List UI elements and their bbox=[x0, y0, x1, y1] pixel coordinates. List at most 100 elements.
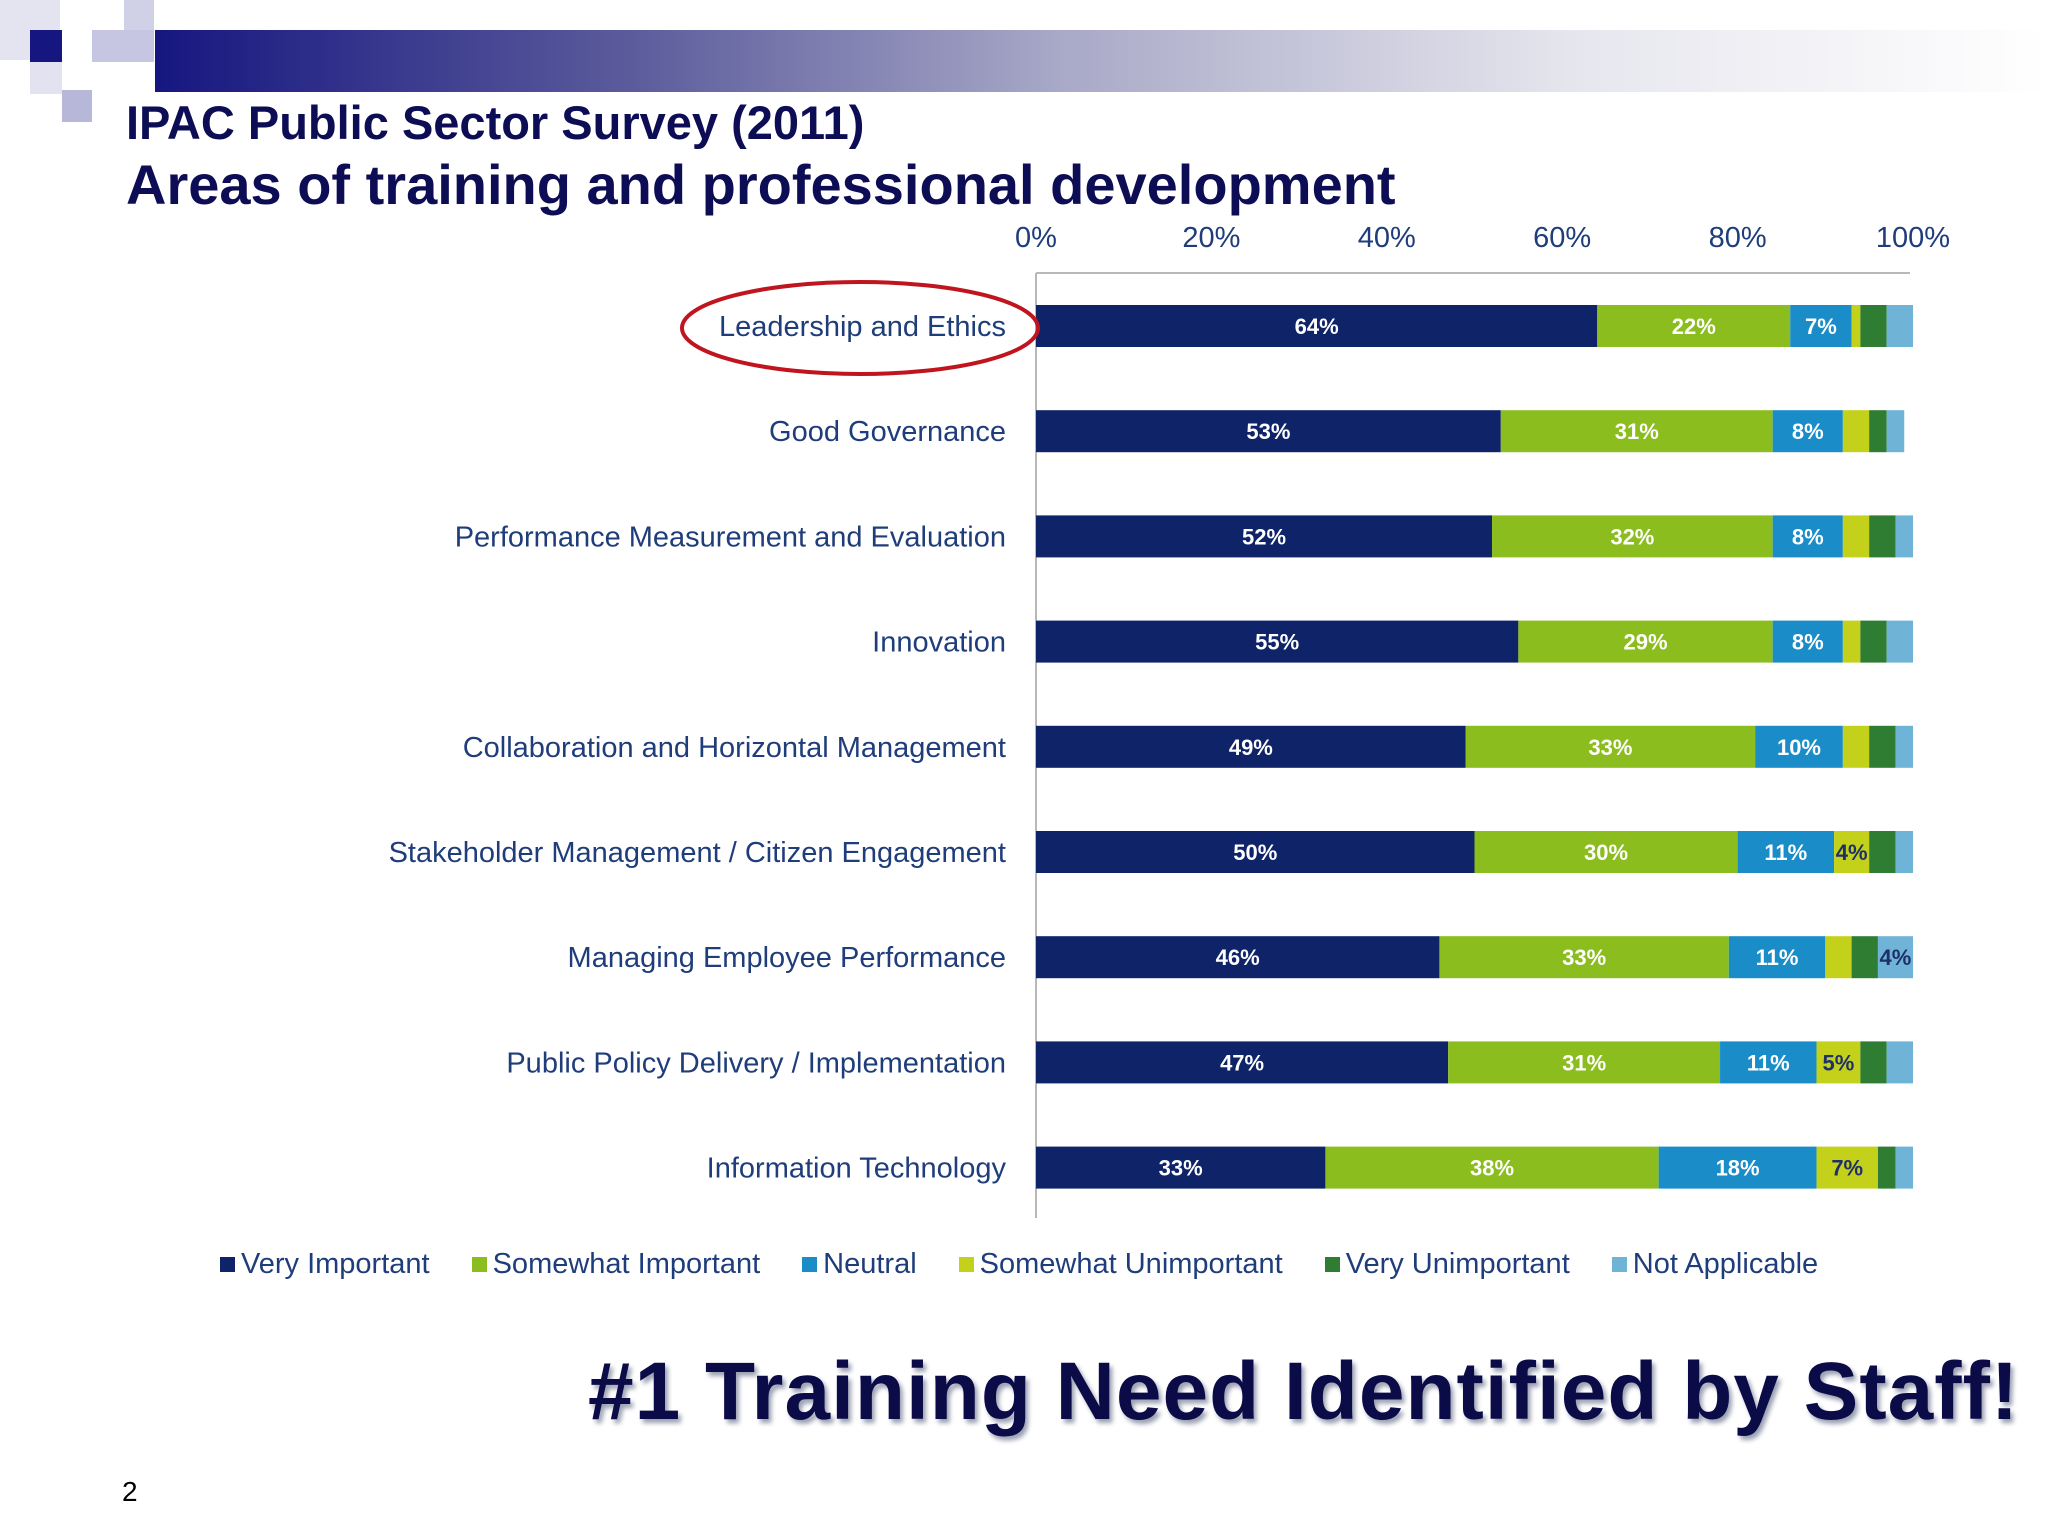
data-label: 8% bbox=[1792, 524, 1824, 549]
bar-segment bbox=[1036, 1146, 1326, 1189]
bar-segment bbox=[1886, 305, 1913, 347]
data-label: 31% bbox=[1562, 1050, 1606, 1075]
x-tick-label: 0% bbox=[1015, 222, 1057, 254]
legend-label: Very Unimportant bbox=[1345, 1248, 1570, 1280]
data-label: 47% bbox=[1220, 1050, 1264, 1075]
corner-decoration bbox=[62, 90, 92, 122]
category-label: Public Policy Delivery / Implementation bbox=[506, 1047, 1006, 1079]
data-label: 4% bbox=[1836, 840, 1868, 865]
bar-segment bbox=[1772, 515, 1843, 558]
bar-segment bbox=[1036, 410, 1501, 453]
bar-segment bbox=[1465, 725, 1756, 768]
bar-segment bbox=[1492, 515, 1773, 558]
bar-segment bbox=[1869, 410, 1887, 453]
data-label: 52% bbox=[1242, 524, 1286, 549]
data-label: 38% bbox=[1470, 1156, 1514, 1181]
data-label: 4% bbox=[1880, 945, 1912, 970]
bar-segment bbox=[1036, 725, 1466, 768]
legend-item: Not Applicable bbox=[1611, 1248, 1819, 1281]
data-label: 18% bbox=[1716, 1156, 1760, 1181]
legend-item: Somewhat Unimportant bbox=[958, 1248, 1283, 1281]
data-label: 55% bbox=[1255, 630, 1299, 655]
legend-label: Very Important bbox=[241, 1248, 430, 1280]
category-label: Stakeholder Management / Citizen Engagem… bbox=[389, 837, 1006, 869]
bar-segment bbox=[1834, 831, 1870, 873]
category-label: Collaboration and Horizontal Management bbox=[463, 732, 1006, 764]
page-number: 2 bbox=[122, 1476, 138, 1507]
bar-segment bbox=[1518, 620, 1773, 663]
data-label: 8% bbox=[1792, 630, 1824, 655]
category-label: Performance Measurement and Evaluation bbox=[455, 521, 1006, 553]
bar-segment bbox=[1869, 831, 1896, 873]
header-gradient-band bbox=[155, 30, 2048, 92]
legend-swatch bbox=[1611, 1257, 1627, 1272]
category-label: Information Technology bbox=[707, 1153, 1007, 1185]
legend-label: Not Applicable bbox=[1632, 1248, 1819, 1280]
data-label: 33% bbox=[1562, 945, 1606, 970]
legend-item: Very Important bbox=[220, 1248, 430, 1281]
legend-item: Somewhat Important bbox=[471, 1248, 761, 1281]
data-label: 22% bbox=[1672, 314, 1716, 339]
bar-segment bbox=[1036, 936, 1440, 979]
legend-label: Somewhat Unimportant bbox=[979, 1248, 1283, 1280]
data-label: 50% bbox=[1233, 840, 1277, 865]
bar-segment bbox=[1500, 410, 1773, 453]
data-label: 33% bbox=[1159, 1156, 1203, 1181]
data-label: 11% bbox=[1756, 945, 1799, 970]
legend-item: Very Unimportant bbox=[1324, 1248, 1570, 1281]
data-label: 53% bbox=[1246, 419, 1290, 444]
bar-segment bbox=[1474, 831, 1738, 873]
bar-segment bbox=[1877, 1146, 1896, 1189]
bar-segment bbox=[1860, 620, 1887, 663]
bar-segment bbox=[1895, 831, 1913, 873]
bar-segment bbox=[1816, 1146, 1878, 1189]
bar-segment bbox=[1325, 1146, 1659, 1189]
bar-segment bbox=[1842, 620, 1861, 663]
data-label: 49% bbox=[1229, 735, 1273, 760]
slide-title-block: IPAC Public Sector Survey (2011) Areas o… bbox=[126, 94, 1396, 218]
bar-segment bbox=[1036, 620, 1519, 663]
data-label: 29% bbox=[1623, 630, 1667, 655]
data-label: 46% bbox=[1216, 945, 1260, 970]
legend-label: Somewhat Important bbox=[492, 1248, 761, 1280]
data-label: 7% bbox=[1805, 314, 1837, 339]
bar-segment bbox=[1728, 936, 1826, 979]
bar-segment bbox=[1842, 725, 1870, 768]
bar-segment bbox=[1895, 515, 1913, 558]
bar-segment bbox=[1877, 936, 1913, 979]
bar-segment bbox=[1886, 410, 1905, 453]
data-label: 11% bbox=[1764, 840, 1807, 865]
category-label: Leadership and Ethics bbox=[719, 311, 1006, 343]
category-label: Managing Employee Performance bbox=[568, 942, 1006, 974]
banner-text: #1 Training Need Identified by Staff! bbox=[588, 1346, 2020, 1437]
corner-decoration bbox=[124, 0, 154, 30]
bar-segment bbox=[1720, 1041, 1817, 1084]
bar-segment bbox=[1851, 305, 1861, 347]
data-label: 8% bbox=[1792, 419, 1824, 444]
bar-segment bbox=[1755, 725, 1843, 768]
data-label: 11% bbox=[1747, 1050, 1790, 1075]
bar-segment bbox=[1772, 410, 1843, 453]
legend-swatch bbox=[802, 1257, 818, 1272]
bar-segment bbox=[1658, 1146, 1817, 1189]
data-label: 64% bbox=[1295, 314, 1339, 339]
bar-segment bbox=[1825, 936, 1852, 979]
category-label: Good Governance bbox=[769, 416, 1006, 448]
bar-segment bbox=[1772, 620, 1843, 663]
bar-segment bbox=[1860, 1041, 1887, 1084]
data-label: 10% bbox=[1777, 735, 1821, 760]
data-label: 32% bbox=[1610, 524, 1654, 549]
legend-item: Neutral bbox=[802, 1248, 917, 1281]
legend-swatch bbox=[958, 1257, 974, 1272]
corner-decoration bbox=[30, 62, 62, 94]
data-label: 30% bbox=[1584, 840, 1628, 865]
chart-legend: Very Important Somewhat Important Neutral S… bbox=[220, 1248, 1860, 1281]
bar-segment bbox=[1851, 936, 1878, 979]
legend-swatch bbox=[1324, 1257, 1340, 1272]
bar-segment bbox=[1895, 1146, 1913, 1189]
bar-segment bbox=[1816, 1041, 1861, 1084]
highlight-ellipse bbox=[680, 280, 1040, 376]
bar-segment bbox=[1737, 831, 1835, 873]
data-label: 31% bbox=[1615, 419, 1659, 444]
bar-segment bbox=[1842, 515, 1870, 558]
